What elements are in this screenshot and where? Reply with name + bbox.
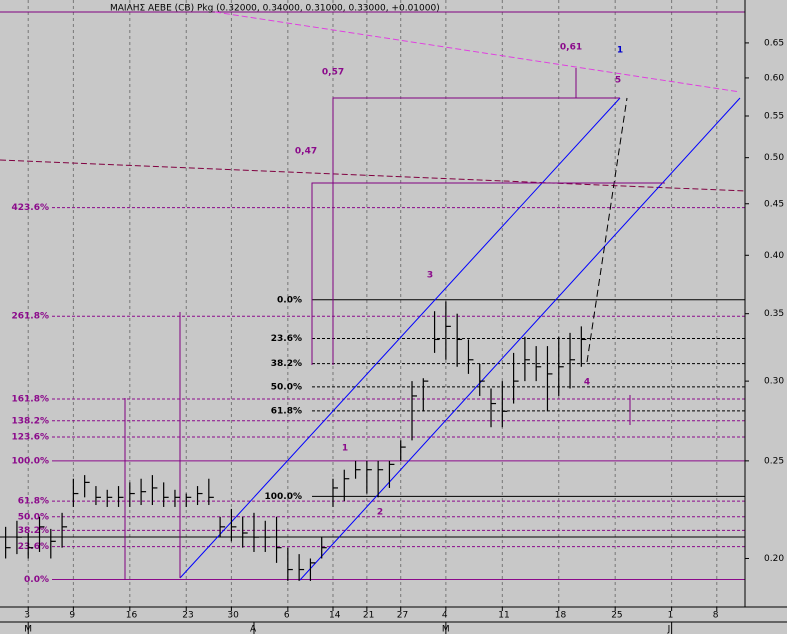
- x-tick-label: 25: [611, 611, 622, 621]
- x-tick-label: 16: [126, 611, 138, 621]
- trend-line: [214, 11, 741, 93]
- fib-label: 100.0%: [12, 456, 50, 466]
- fib-label: 50.0%: [18, 512, 49, 522]
- month-label: M: [24, 625, 32, 634]
- channel-line: [299, 97, 741, 581]
- x-tick-label: 1: [668, 611, 674, 621]
- fib-label: 61.8%: [18, 497, 49, 507]
- x-tick-label: 14: [329, 611, 341, 621]
- x-tick-label: 30: [227, 611, 239, 621]
- fib-label: 138.2%: [12, 416, 50, 426]
- x-tick-label: 23: [182, 611, 193, 621]
- fib-label: 50.0%: [271, 382, 302, 392]
- annotation: 0,61: [560, 43, 582, 53]
- y-tick-label: 0.35: [764, 309, 784, 319]
- x-tick-label: 27: [397, 611, 408, 621]
- annotation: 4: [584, 378, 590, 388]
- y-tick-label: 0.40: [764, 251, 784, 261]
- price-bars: [5, 301, 587, 581]
- fib-label: 123.6%: [12, 433, 50, 443]
- annotation: 1: [617, 46, 623, 56]
- projection-line: [586, 97, 628, 363]
- x-tick-label: 9: [69, 611, 75, 621]
- x-tick-label: 11: [498, 611, 509, 621]
- fib-label: 61.8%: [271, 406, 302, 416]
- x-tick-label: 21: [363, 611, 374, 621]
- y-tick-label: 0.65: [764, 38, 784, 48]
- fib-label: 423.6%: [12, 203, 50, 213]
- y-tick-label: 0.60: [764, 73, 784, 83]
- fib-label: 100.0%: [265, 492, 303, 502]
- channel-line: [179, 97, 621, 579]
- x-tick-label: 8: [713, 611, 719, 621]
- annotation: 0,57: [322, 68, 344, 78]
- fib-label: 23.6%: [18, 542, 49, 552]
- month-label: A: [250, 625, 257, 634]
- month-label: M: [442, 625, 450, 634]
- annotation: 2: [377, 508, 383, 518]
- month-label: J: [667, 625, 671, 634]
- levels: 423.6%261.8%161.8%138.2%123.6%100.0%61.8…: [12, 203, 745, 585]
- y-tick-label: 0.30: [764, 377, 784, 387]
- y-tick-label: 0.55: [764, 111, 784, 121]
- drawings: [0, 11, 746, 581]
- fib-label: 38.2%: [18, 526, 49, 536]
- x-tick-label: 3: [24, 611, 30, 621]
- fib-label: 38.2%: [271, 359, 302, 369]
- annotation: 1: [342, 444, 348, 454]
- target-box: [332, 97, 620, 365]
- target-box: [311, 182, 665, 365]
- x-tick-label: 18: [555, 611, 567, 621]
- y-tick-label: 0.45: [764, 199, 784, 209]
- x-tick-label: 6: [284, 611, 290, 621]
- annotation: 3: [427, 271, 433, 281]
- y-tick-label: 0.25: [764, 456, 784, 466]
- fib-label: 261.8%: [12, 312, 50, 322]
- y-tick-label: 0.20: [764, 554, 784, 564]
- fib-label: 0.0%: [277, 295, 302, 305]
- fib-label: 161.8%: [12, 394, 50, 404]
- fib-label: 0.0%: [24, 575, 49, 585]
- y-tick-label: 0.50: [764, 153, 784, 163]
- annotation: 0,47: [295, 147, 317, 157]
- annotation: 5: [615, 76, 621, 86]
- fib-label: 23.6%: [271, 334, 302, 344]
- trend-line: [0, 159, 746, 192]
- chart-title: ΜΑΙΛΗΣ ΑΕΒΕ (CB) Pkg (0.32000, 0.34000, …: [110, 4, 440, 14]
- x-tick-label: 4: [442, 611, 448, 621]
